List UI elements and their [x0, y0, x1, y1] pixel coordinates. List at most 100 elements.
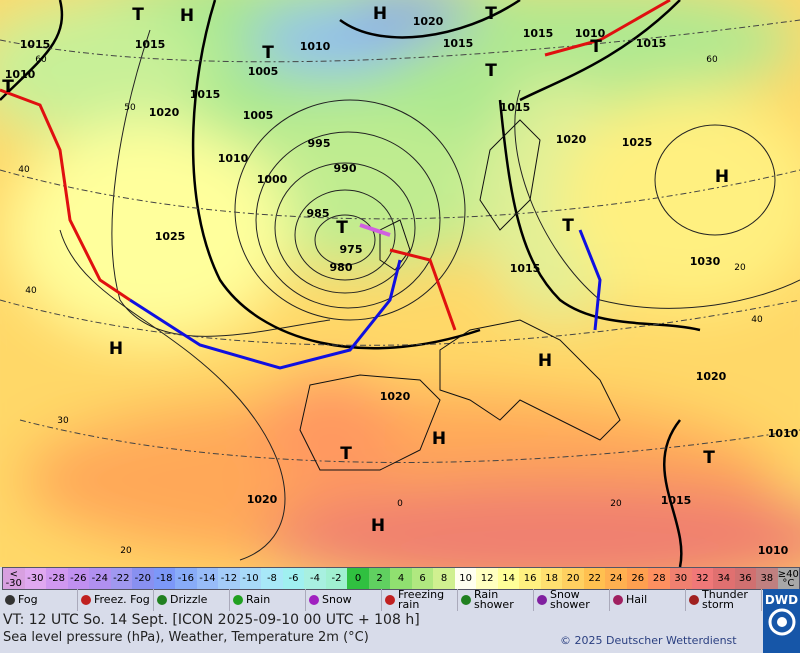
- weather-icon: [689, 595, 699, 605]
- scale-cell: -10: [239, 568, 262, 589]
- scale-cell: ≥40 °C: [777, 568, 800, 589]
- weather-label: Rain shower: [474, 588, 514, 611]
- isobar-label: 1020: [149, 106, 180, 119]
- dwd-logo: DWD: [763, 589, 800, 653]
- cold-front: [129, 259, 402, 370]
- weather-label: Freezing rain: [398, 588, 445, 611]
- scale-cell: -4: [304, 568, 326, 589]
- isobar-label: 1015: [190, 88, 221, 101]
- temperature-field: [0, 0, 800, 567]
- temperature-scale: < -30 -30 -28 -26 -24 -22 -20 -18 -16 -14 -12 -10 -8…: [2, 567, 800, 590]
- grid-label: 0: [397, 499, 403, 509]
- scale-cell: 30: [669, 568, 692, 589]
- isobar-label: 1030: [690, 255, 721, 268]
- scale-cell: 4: [390, 568, 412, 589]
- weather-icon: [537, 595, 547, 605]
- isobar-label: 1010: [5, 68, 36, 81]
- isobar-label: 1015: [443, 37, 474, 50]
- isobar-label: 1015: [135, 38, 166, 51]
- scale-cell: -28: [46, 568, 68, 589]
- graticule: [0, 19, 800, 463]
- weather-icon: [385, 595, 395, 605]
- scale-cell: -8: [261, 568, 283, 589]
- weather-legend-item: Freezing rain: [382, 589, 458, 611]
- scale-cell: -22: [110, 568, 133, 589]
- pressure-center: H: [373, 4, 387, 24]
- weather-label: Freez. Fog: [94, 593, 150, 606]
- scale-cell: -14: [196, 568, 219, 589]
- scale-cell: < -30: [3, 568, 25, 589]
- weather-label: Rain: [246, 593, 271, 606]
- weather-legend-item: Drizzle: [154, 589, 230, 611]
- coastlines: [299, 119, 621, 471]
- pressure-center: H: [180, 6, 194, 26]
- scale-cell: 28: [648, 568, 670, 589]
- scale-cell: 26: [626, 568, 649, 589]
- weather-legend: Fog Freez. Fog Drizzle Rain Snow Freezing rai…: [2, 589, 762, 611]
- warm-front: [0, 88, 131, 302]
- scale-cell: -16: [175, 568, 197, 589]
- occlusion: [359, 223, 391, 237]
- isobar-label: 980: [330, 261, 353, 274]
- weather-legend-item: Hail: [610, 589, 686, 611]
- weather-legend-item: Freez. Fog: [78, 589, 154, 611]
- scale-cell: 14: [497, 568, 520, 589]
- grid-label: 30: [57, 416, 69, 426]
- grid-label: 60: [706, 55, 718, 65]
- grid-label: 20: [120, 546, 132, 556]
- pressure-center: T: [562, 216, 574, 236]
- weather-icon: [461, 595, 471, 605]
- copyright: © 2025 Deutscher Wetterdienst: [560, 634, 737, 647]
- scale-cell: 10: [454, 568, 477, 589]
- isobar-label: 1010: [300, 40, 331, 53]
- isobar-label: 1015: [523, 27, 554, 40]
- pressure-center: H: [109, 339, 123, 359]
- scale-cell: -20: [132, 568, 154, 589]
- isobar-label: 1015: [661, 494, 692, 507]
- isobar-label: 1020: [696, 370, 727, 383]
- weather-label: Thunder storm: [702, 588, 748, 611]
- pressure-center: H: [538, 351, 552, 371]
- isobar-label: 1000: [257, 173, 288, 186]
- isobar-label: 1020: [413, 15, 444, 28]
- scale-cell: -2: [325, 568, 348, 589]
- scale-cell: 34: [713, 568, 735, 589]
- scale-cell: 18: [540, 568, 563, 589]
- weather-legend-item: Snow: [306, 589, 382, 611]
- isobar-label: 985: [307, 207, 330, 220]
- pressure-center: T: [132, 5, 144, 25]
- isobar-label: 1010: [218, 152, 249, 165]
- weather-label: Snow: [322, 593, 352, 606]
- pressure-center: T: [262, 43, 274, 63]
- weather-legend-item: Fog: [2, 589, 78, 611]
- cold-front: [578, 229, 602, 331]
- scale-cell: -6: [282, 568, 305, 589]
- isobar-label: 1010: [768, 427, 799, 440]
- logo-icon: [768, 608, 795, 636]
- weather-legend-item: Rain: [230, 589, 306, 611]
- isobar-label: 1010: [758, 544, 789, 557]
- grid-label: 40: [18, 165, 30, 175]
- scale-cell: 6: [411, 568, 434, 589]
- weather-icon: [5, 595, 15, 605]
- weather-legend-item: Thunder storm: [686, 589, 762, 611]
- isobar-label: 1020: [247, 493, 278, 506]
- isobar-label: 1015: [500, 101, 531, 114]
- scale-cell: -26: [67, 568, 90, 589]
- pressure-center: H: [715, 167, 729, 187]
- scale-cell: -24: [89, 568, 111, 589]
- grid-label: 20: [734, 263, 746, 273]
- scale-cell: -18: [153, 568, 176, 589]
- pressure-center: T: [336, 218, 348, 238]
- valid-time: VT: 12 UTC So. 14 Sept. [ICON 2025-09-10…: [3, 612, 420, 628]
- scale-cell: -30: [24, 568, 47, 589]
- scale-cell: 32: [691, 568, 714, 589]
- pressure-center: T: [340, 444, 352, 464]
- pressure-center: T: [2, 77, 14, 97]
- weather-icon: [81, 595, 91, 605]
- isobar-label: 1015: [20, 38, 51, 51]
- scale-cell: 16: [519, 568, 541, 589]
- grid-label: 50: [124, 103, 136, 113]
